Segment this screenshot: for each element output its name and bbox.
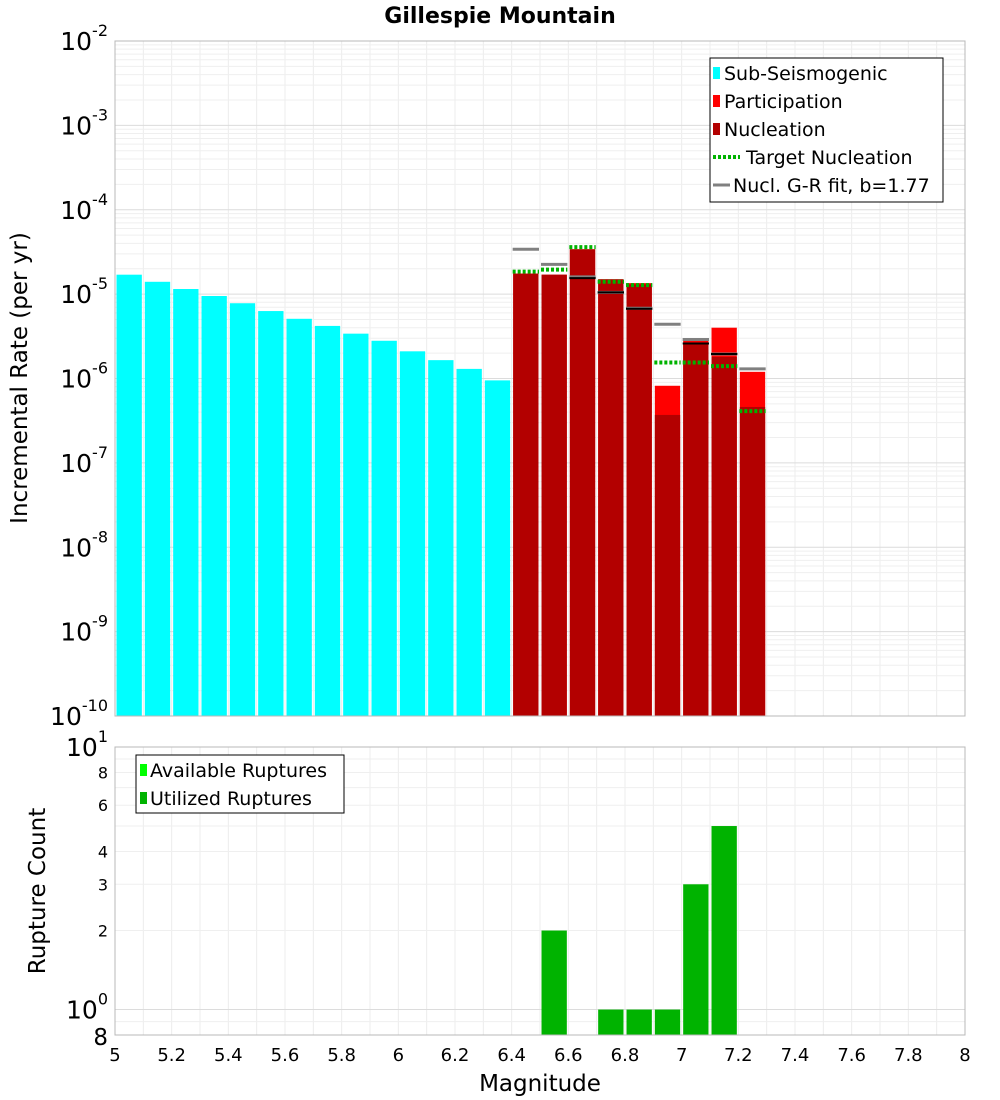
sub-seismogenic-bar — [229, 303, 256, 716]
top-y-tick-label: 10-9 — [60, 612, 108, 647]
nucleation-bar — [683, 343, 709, 716]
legend-swatch — [713, 67, 720, 79]
utilized-ruptures-bar — [711, 826, 737, 1035]
bottom-bars — [541, 826, 737, 1035]
nucleation-bar — [541, 274, 567, 716]
nucleation-bar — [626, 284, 652, 716]
utilized-ruptures-bar — [626, 1009, 652, 1035]
legend-swatch — [140, 764, 147, 776]
utilized-ruptures-bar — [654, 1009, 681, 1035]
bottom-legend: Available Ruptures Utilized Ruptures — [135, 754, 345, 814]
x-tick-label: 7.4 — [781, 1045, 810, 1066]
bottom-y-tick-label: 8 — [93, 1025, 108, 1051]
legend-label: Target Nucleation — [745, 147, 913, 169]
x-tick-label: 7.6 — [837, 1045, 866, 1066]
legend-label: Available Ruptures — [150, 760, 327, 782]
top-plot-frame — [114, 40, 966, 717]
legend-label: Nucleation — [724, 119, 826, 141]
sub-seismogenic-bar — [258, 311, 284, 716]
top-y-tick-label: 10-2 — [60, 21, 108, 56]
top-y-tick-label: 10-3 — [60, 105, 108, 140]
top-y-tick-labels: 10-2 10-3 10-4 10-5 10-6 10-7 10-8 10-9 10-10 — [50, 21, 108, 731]
legend-swatch — [713, 95, 720, 107]
bottom-y-major-tick-label: 100 — [66, 990, 108, 1025]
top-y-axis-label: Incremental Rate (per yr) — [7, 232, 33, 524]
top-y-tick-label: 10-4 — [60, 190, 108, 225]
sub-seismogenic-bar — [314, 325, 341, 716]
top-y-tick-label: 10-8 — [60, 527, 108, 562]
utilized-ruptures-bar — [598, 1009, 624, 1035]
legend-label: Nucl. G-R fit, b=1.77 — [733, 175, 930, 197]
x-tick-label: 7.8 — [894, 1045, 923, 1066]
top-y-tick-label: 10-5 — [60, 274, 108, 309]
x-tick-label: 5.8 — [327, 1045, 356, 1066]
x-tick-label: 5.6 — [271, 1045, 300, 1066]
top-legend-box — [709, 57, 944, 203]
sub-seismogenic-bar — [286, 318, 312, 716]
nucleation-bar — [569, 249, 596, 716]
x-tick-label: 6.4 — [497, 1045, 526, 1066]
top-bars — [116, 249, 766, 716]
sub-seismogenic-bar — [343, 333, 369, 716]
chart-title: Gillespie Mountain — [384, 4, 615, 29]
top-markers — [512, 245, 766, 414]
legend-label: Participation — [724, 91, 843, 113]
sub-seismogenic-bar — [116, 274, 142, 716]
bottom-y-tick-label: 2 — [98, 922, 108, 941]
x-tick-label: 5 — [109, 1045, 120, 1066]
nucleation-bar — [711, 356, 737, 716]
nucleation-bar — [739, 406, 766, 716]
x-tick-label: 5.2 — [157, 1045, 186, 1066]
sub-seismogenic-bar — [371, 340, 397, 716]
bottom-y-tick-label: 3 — [98, 875, 108, 894]
sub-seismogenic-bar — [173, 289, 199, 716]
x-tick-label: 6.8 — [611, 1045, 640, 1066]
top-y-tick-label: 10-10 — [50, 696, 108, 731]
sub-seismogenic-bar — [201, 296, 227, 716]
bottom-y-tick-label: 6 — [98, 796, 108, 815]
top-legend: Sub-Seismogenic Participation Nucleation Ta… — [709, 57, 944, 203]
bottom-plot-frame — [114, 746, 966, 1036]
sub-seismogenic-bar — [428, 360, 454, 716]
legend-swatch — [140, 792, 147, 804]
x-tick-label: 7 — [676, 1045, 687, 1066]
nucleation-bar — [598, 279, 624, 716]
utilized-ruptures-bar — [683, 884, 709, 1035]
x-tick-label: 6.2 — [441, 1045, 470, 1066]
nucleation-bar — [513, 273, 539, 716]
bottom-y-tick-label: 8 — [98, 763, 108, 782]
bottom-y-major-tick-label: 101 — [66, 727, 108, 762]
x-tick-label: 5.4 — [214, 1045, 243, 1066]
bottom-legend-box — [135, 754, 345, 814]
sub-seismogenic-bar — [144, 281, 171, 716]
x-tick-label: 7.2 — [724, 1045, 753, 1066]
sub-seismogenic-bar — [399, 351, 426, 716]
bottom-y-tick-label: 4 — [98, 842, 108, 861]
x-tick-label: 8 — [959, 1045, 970, 1066]
top-y-tick-label: 10-7 — [60, 443, 108, 478]
x-tick-labels: 5 5.2 5.4 5.6 5.8 6 6.2 6.4 6.6 6.8 7 7.2 7.4 7.6 7.8 8 — [109, 1045, 970, 1066]
sub-seismogenic-bar — [484, 380, 511, 716]
legend-label: Utilized Ruptures — [150, 788, 312, 810]
nucleation-bar — [654, 414, 681, 716]
top-y-tick-label: 10-6 — [60, 359, 108, 394]
x-tick-label: 6.6 — [554, 1045, 583, 1066]
sub-seismogenic-bar — [456, 368, 482, 716]
legend-label: Sub-Seismogenic — [724, 63, 888, 85]
legend-swatch — [713, 123, 720, 135]
x-axis-label: Magnitude — [479, 1071, 601, 1097]
utilized-ruptures-bar — [541, 930, 567, 1035]
x-tick-label: 6 — [393, 1045, 404, 1066]
bottom-y-axis-label: Rupture Count — [25, 808, 51, 974]
